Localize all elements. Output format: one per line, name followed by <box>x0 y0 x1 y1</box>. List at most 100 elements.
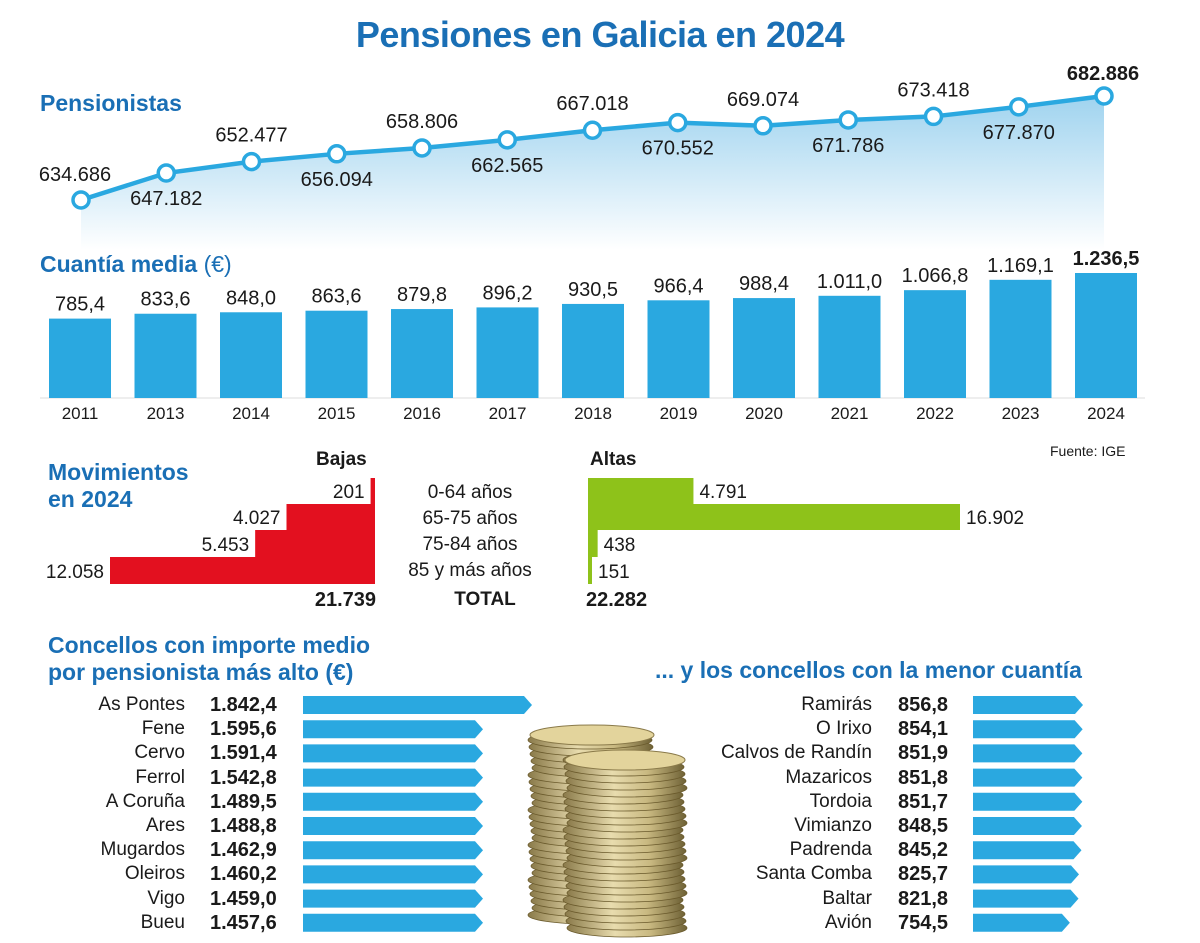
cuantia-bar <box>904 290 966 398</box>
low-concello-name: Avión <box>824 911 872 933</box>
top-concello-bar <box>303 913 483 932</box>
cuantia-value-label: 930,5 <box>568 279 618 301</box>
bajas-bar <box>110 557 375 584</box>
pensionistas-point <box>71 190 91 210</box>
top-concello-name: Mugardos <box>100 839 186 861</box>
age-label-1: 65-75 años <box>422 508 518 529</box>
altas-bar <box>588 530 598 557</box>
cuantia-year-label: 2018 <box>574 404 612 423</box>
altas-bar <box>588 478 694 504</box>
low-concello-value: 851,7 <box>898 790 949 813</box>
pensionistas-point <box>923 106 944 127</box>
cuantia-year-label: 2020 <box>745 404 783 423</box>
top-concello-value: 1.595,6 <box>210 718 277 741</box>
pensionistas-label: 656.094 <box>301 169 373 191</box>
pensionistas-label: 677.870 <box>983 122 1055 144</box>
bajas-value-label: 201 <box>333 482 365 503</box>
low-concellos-title: ... y los concellos con la menor cuantía <box>655 657 1082 683</box>
top-concello-value: 1.462,9 <box>210 839 277 862</box>
cuantia-bar <box>1075 273 1137 398</box>
cuantia-value-label: 1.236,5 <box>1073 248 1140 270</box>
cuantia-year-label: 2015 <box>318 404 356 423</box>
pensionistas-point <box>327 144 347 164</box>
low-concello-bar <box>973 865 1080 884</box>
age-label-3: 85 y más años <box>408 560 532 581</box>
cuantia-year-label: 2014 <box>232 404 270 423</box>
low-concello-bar <box>973 792 1083 811</box>
pensionistas-label: 647.182 <box>130 188 202 210</box>
altas-value-label: 4.791 <box>699 482 747 503</box>
top-concello-value: 1.488,8 <box>210 815 277 837</box>
low-concello-value: 851,9 <box>898 742 949 765</box>
top-concello-bar <box>303 889 483 908</box>
pensionistas-point <box>241 151 262 172</box>
low-concello-name: Tordoia <box>809 790 872 812</box>
top-concello-value: 1.842,4 <box>210 694 277 716</box>
cuantia-bar <box>134 313 197 398</box>
low-concello-name: Santa Comba <box>755 863 872 885</box>
age-label-0: 0-64 años <box>427 482 513 503</box>
cuantia-value-label: 879,8 <box>397 284 447 306</box>
cuantia-value-label: 966,4 <box>653 275 703 297</box>
top-concello-name: As Pontes <box>98 694 185 715</box>
cuantia-bar <box>989 279 1052 398</box>
low-concello-bar <box>973 841 1082 860</box>
top-concello-value: 1.542,8 <box>210 766 277 789</box>
low-concello-name: Padrenda <box>789 839 872 861</box>
top-concello-bar <box>303 744 483 763</box>
low-concello-name: Vimianzo <box>794 815 872 836</box>
cuantia-value-label: 863,6 <box>311 286 361 308</box>
pensionistas-label: 670.552 <box>642 138 714 160</box>
cuantia-unit: (€) <box>203 251 232 277</box>
low-concello-bar <box>973 817 1082 835</box>
top-concellos-title: Concellos con importe medio por pensioni… <box>48 632 370 686</box>
page-title: Pensiones en Galicia en 2024 <box>355 14 845 55</box>
cuantia-bar <box>49 318 111 398</box>
pensionistas-point <box>1094 86 1114 106</box>
bajas-bar <box>255 530 375 557</box>
cuantia-year-label: 2021 <box>831 404 869 423</box>
top-concello-bar <box>303 817 483 835</box>
pensionistas-label: 671.786 <box>812 135 884 157</box>
low-concello-value: 848,5 <box>898 815 949 837</box>
cuantia-bar <box>220 312 282 398</box>
pensionistas-point <box>668 112 688 133</box>
altas-value-label: 151 <box>598 562 630 583</box>
cuantia-year-label: 2019 <box>660 404 698 423</box>
low-concello-bar <box>973 913 1070 932</box>
top-concello-bar <box>303 865 483 884</box>
cuantia-value-label: 1.011,0 <box>817 271 882 293</box>
low-concello-value: 854,1 <box>898 718 949 741</box>
bajas-value-label: 5.453 <box>202 535 250 556</box>
age-label-2: 75-84 años <box>422 534 518 555</box>
movimientos-title-line1: Movimientos <box>48 459 189 485</box>
movimientos-title: Movimientos en 2024 <box>48 459 189 513</box>
altas-bar <box>588 557 592 584</box>
cuantia-year-label: 2023 <box>1002 404 1040 423</box>
cuantia-year-label: 2024 <box>1087 404 1125 423</box>
cuantia-year-label: 2022 <box>916 404 954 423</box>
ranking-bars <box>303 696 1083 932</box>
low-concello-value: 825,7 <box>898 863 949 886</box>
movimientos-title-line2: en 2024 <box>48 486 133 512</box>
altas-total: 22.282 <box>586 589 648 611</box>
source-note: Fuente: IGE <box>1050 443 1126 459</box>
pensionistas-point <box>412 138 432 158</box>
cuantia-bar <box>562 303 624 398</box>
low-concello-value: 754,5 <box>898 911 949 934</box>
low-concello-bar <box>973 889 1079 908</box>
pensionistas-label: 682.886 <box>1067 63 1139 85</box>
bajas-bar <box>370 478 375 504</box>
pensionistas-label: 667.018 <box>556 93 628 115</box>
top-concello-name: Cervo <box>134 742 185 764</box>
top-concellos-title-line2: por pensionista más alto (€) <box>48 659 354 685</box>
top-concello-bar <box>303 768 483 787</box>
coins-image <box>527 724 688 938</box>
pensionistas-point <box>497 130 517 150</box>
low-concello-bar <box>973 720 1083 739</box>
cuantia-year-label: 2017 <box>489 404 527 423</box>
coin-top <box>564 749 686 771</box>
top-concello-name: Ferrol <box>135 766 185 788</box>
movimientos-chart: 201 4.027 5.453 12.058 4.791 16.902 438 151 <box>46 478 1024 584</box>
top-concello-value: 1.591,4 <box>210 742 277 765</box>
